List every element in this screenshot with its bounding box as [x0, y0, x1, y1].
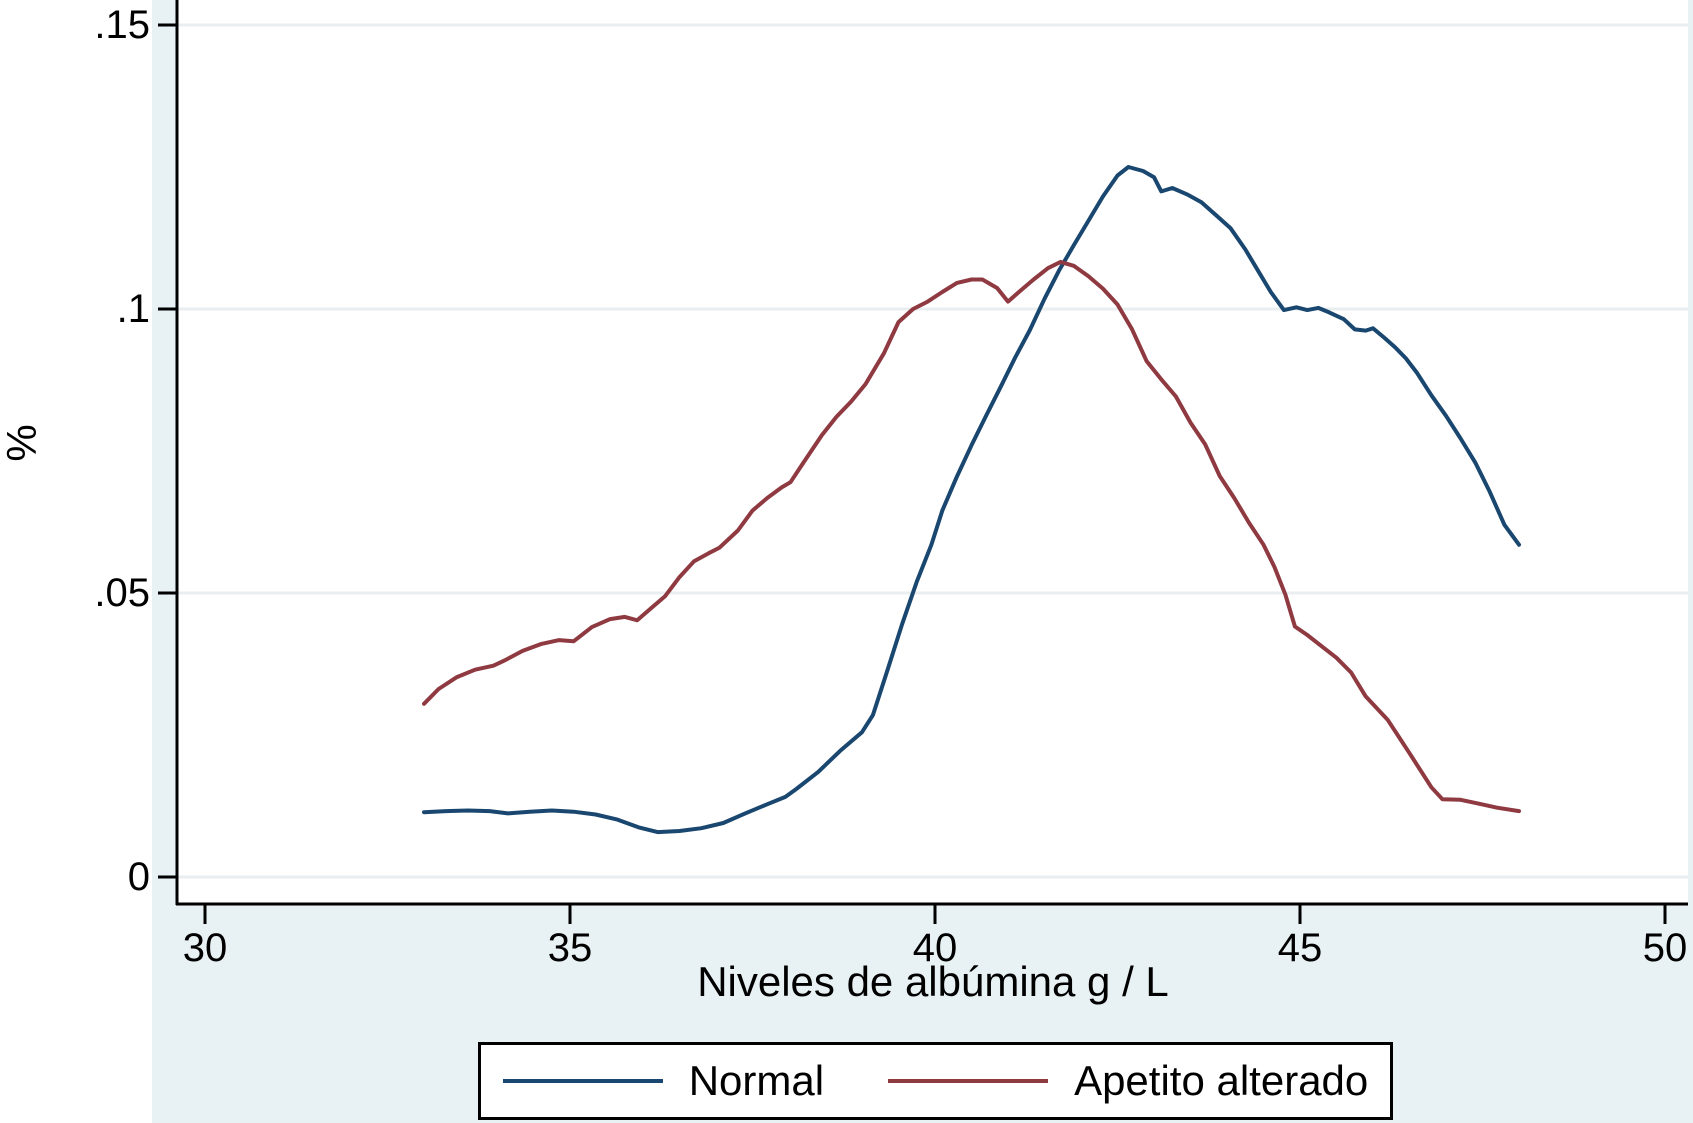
x-tick-label-2: 40: [912, 926, 958, 970]
legend-line-sample-1: [888, 1079, 1049, 1083]
series-layer: [422, 165, 1521, 835]
axes-layer: [158, 0, 1688, 924]
legend-label-1: Apetito alterado: [1074, 1057, 1369, 1104]
x-tick-label-4: 50: [1642, 926, 1688, 970]
legend-item-0: Normal: [502, 1057, 825, 1104]
legend-line-sample-0: [502, 1079, 663, 1083]
x-axis-title: Niveles de albúmina g / L: [697, 958, 1169, 1005]
y-tick-label-1: .05: [94, 571, 150, 615]
legend: Normal Apetito alterado: [478, 1042, 1393, 1120]
y-axis-title: %: [0, 424, 45, 462]
chart-background-layer: [152, 0, 1693, 1123]
series-line-0: [422, 165, 1521, 835]
legend-item-1: Apetito alterado: [888, 1058, 1368, 1104]
series-line-1: [422, 259, 1521, 814]
x-tick-label-3: 45: [1277, 926, 1323, 970]
x-tick-label-1: 35: [547, 926, 593, 970]
y-tick-label-2: .1: [116, 287, 150, 331]
x-tick-label-0: 30: [182, 926, 228, 970]
y-tick-label-0: 0: [127, 855, 150, 899]
gridlines-layer: [178, 23, 1688, 879]
legend-label-0: Normal: [688, 1057, 825, 1104]
y-tick-label-3: .15: [94, 3, 150, 47]
plot-region-background: [178, 0, 1688, 904]
